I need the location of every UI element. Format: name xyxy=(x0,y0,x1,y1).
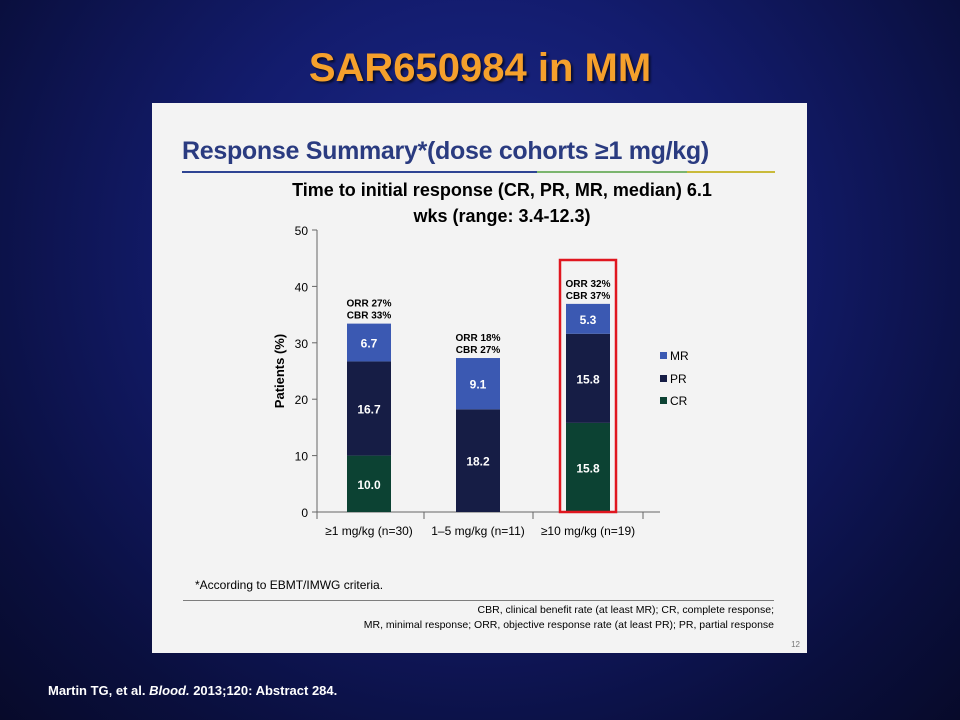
data-label: 10.0 xyxy=(357,478,381,492)
orr-annotation: ORR 27% xyxy=(346,299,391,310)
legend-label-mr: MR xyxy=(670,349,689,363)
data-label: 5.3 xyxy=(580,313,597,327)
header-rule-blue xyxy=(182,171,537,173)
slide-title: SAR650984 in MM xyxy=(308,46,652,90)
data-label: 6.7 xyxy=(361,337,378,351)
bar-cr xyxy=(347,455,391,512)
bar-pr xyxy=(347,361,391,456)
y-tick-label: 20 xyxy=(295,393,309,407)
legend-swatch-mr xyxy=(660,352,667,359)
abbreviations: CBR, clinical benefit rate (at least MR)… xyxy=(302,603,774,633)
citation-authors: Martin TG, et al. xyxy=(48,683,146,698)
bar-mr xyxy=(566,303,610,334)
y-tick-label: 40 xyxy=(295,280,309,294)
footnote: *According to EBMT/IMWG criteria. xyxy=(195,578,384,592)
cbr-annotation: CBR 27% xyxy=(456,345,501,356)
y-tick-label: 0 xyxy=(301,506,308,520)
footnote-divider xyxy=(183,600,774,601)
data-label: 16.7 xyxy=(357,403,381,417)
citation: Martin TG, et al. Blood. 2013;120: Abstr… xyxy=(48,683,337,698)
bar-mr xyxy=(456,358,500,410)
legend-swatch-pr xyxy=(660,375,667,382)
note-line-1: Time to initial response (CR, PR, MR, me… xyxy=(292,180,712,200)
orr-annotation: ORR 32% xyxy=(565,279,610,290)
y-tick-label: 50 xyxy=(295,224,309,238)
note-line-2: wks (range: 3.4-12.3) xyxy=(413,206,591,226)
header-rule-green xyxy=(537,171,687,173)
bar-pr xyxy=(566,333,610,423)
citation-journal: Blood. xyxy=(149,683,190,698)
figure-panel: Response Summary*(dose cohorts ≥1 mg/kg)… xyxy=(152,103,807,653)
citation-details: 2013;120: Abstract 284. xyxy=(193,683,338,698)
data-label: 18.2 xyxy=(466,455,490,469)
bar-cr xyxy=(566,422,610,512)
panel-header: Response Summary*(dose cohorts ≥1 mg/kg) xyxy=(182,137,709,165)
orr-annotation: ORR 18% xyxy=(455,333,500,344)
data-label: 15.8 xyxy=(576,461,600,475)
bar-mr xyxy=(347,323,391,362)
y-tick-label: 10 xyxy=(295,450,309,464)
cbr-annotation: CBR 33% xyxy=(347,311,392,322)
bar-pr xyxy=(456,409,500,512)
time-to-response-note: Time to initial response (CR, PR, MR, me… xyxy=(212,177,792,229)
data-label: 9.1 xyxy=(470,378,487,392)
data-label: 15.8 xyxy=(576,372,600,386)
y-tick-label: 30 xyxy=(295,337,309,351)
header-rule-yellow xyxy=(687,171,775,173)
y-axis-label: Patients (%) xyxy=(272,334,287,408)
x-tick-label: ≥1 mg/kg (n=30) xyxy=(325,524,413,538)
page-number: 12 xyxy=(791,640,800,649)
cbr-annotation: CBR 37% xyxy=(566,291,611,302)
abbreviations-line-2: MR, minimal response; ORR, objective res… xyxy=(363,619,774,631)
response-bar-chart: 0 10 20 30 40 50 Patients (%) 10.0 16.7 6.7 ORR 27… xyxy=(272,224,689,538)
x-tick-label: 1–5 mg/kg (n=11) xyxy=(431,524,525,538)
legend-label-pr: PR xyxy=(670,372,687,386)
legend-label-cr: CR xyxy=(670,394,688,408)
x-tick-label: ≥10 mg/kg (n=19) xyxy=(541,524,635,538)
abbreviations-line-1: CBR, clinical benefit rate (at least MR)… xyxy=(477,604,774,616)
highlight-box xyxy=(558,258,618,514)
legend-swatch-cr xyxy=(660,397,667,404)
